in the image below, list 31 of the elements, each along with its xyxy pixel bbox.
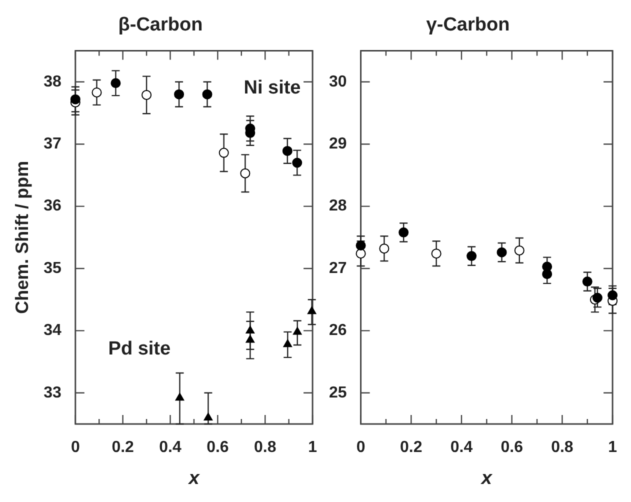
chart-title: γ-Carbon: [426, 14, 510, 36]
x-tick-label: 0.8: [254, 439, 276, 456]
x-axis-title: x: [188, 468, 201, 489]
x-tick-label: 0.2: [400, 439, 422, 456]
x-tick-label: 1: [308, 439, 318, 456]
x-tick-label: 0: [356, 439, 366, 456]
x-tick-label: 0: [70, 439, 80, 456]
chart-title: β-Carbon: [118, 14, 203, 36]
x-tick-label: 0.8: [551, 439, 574, 456]
y-tick-label: 30: [329, 73, 347, 90]
annotation: Ni site: [244, 77, 301, 98]
x-tick-label: 0.6: [500, 439, 524, 456]
y-tick-label: 29: [329, 136, 347, 153]
x-tick-label: 0.4: [159, 439, 182, 456]
y-tick-label: 28: [329, 198, 347, 215]
x-tick-label: 0.2: [112, 439, 134, 456]
x-axis-title: x: [480, 468, 494, 489]
y-tick-label: 36: [44, 198, 62, 215]
y-tick-label: 27: [329, 260, 347, 277]
y-tick-label: 35: [44, 260, 62, 277]
y-axis-title: Chem. Shift / ppm: [12, 160, 32, 314]
y-tick-label: 37: [44, 136, 62, 153]
y-tick-label: 34: [44, 322, 62, 340]
x-tick-label: 0.4: [450, 439, 473, 456]
y-tick-label: 38: [44, 73, 62, 90]
y-tick-label: 33: [44, 384, 62, 402]
annotation: Pd site: [108, 338, 171, 360]
x-tick-label: 1: [608, 439, 618, 456]
x-tick-label: 0.6: [206, 439, 229, 456]
y-tick-label: 25: [329, 384, 347, 402]
y-tick-label: 26: [329, 322, 347, 340]
